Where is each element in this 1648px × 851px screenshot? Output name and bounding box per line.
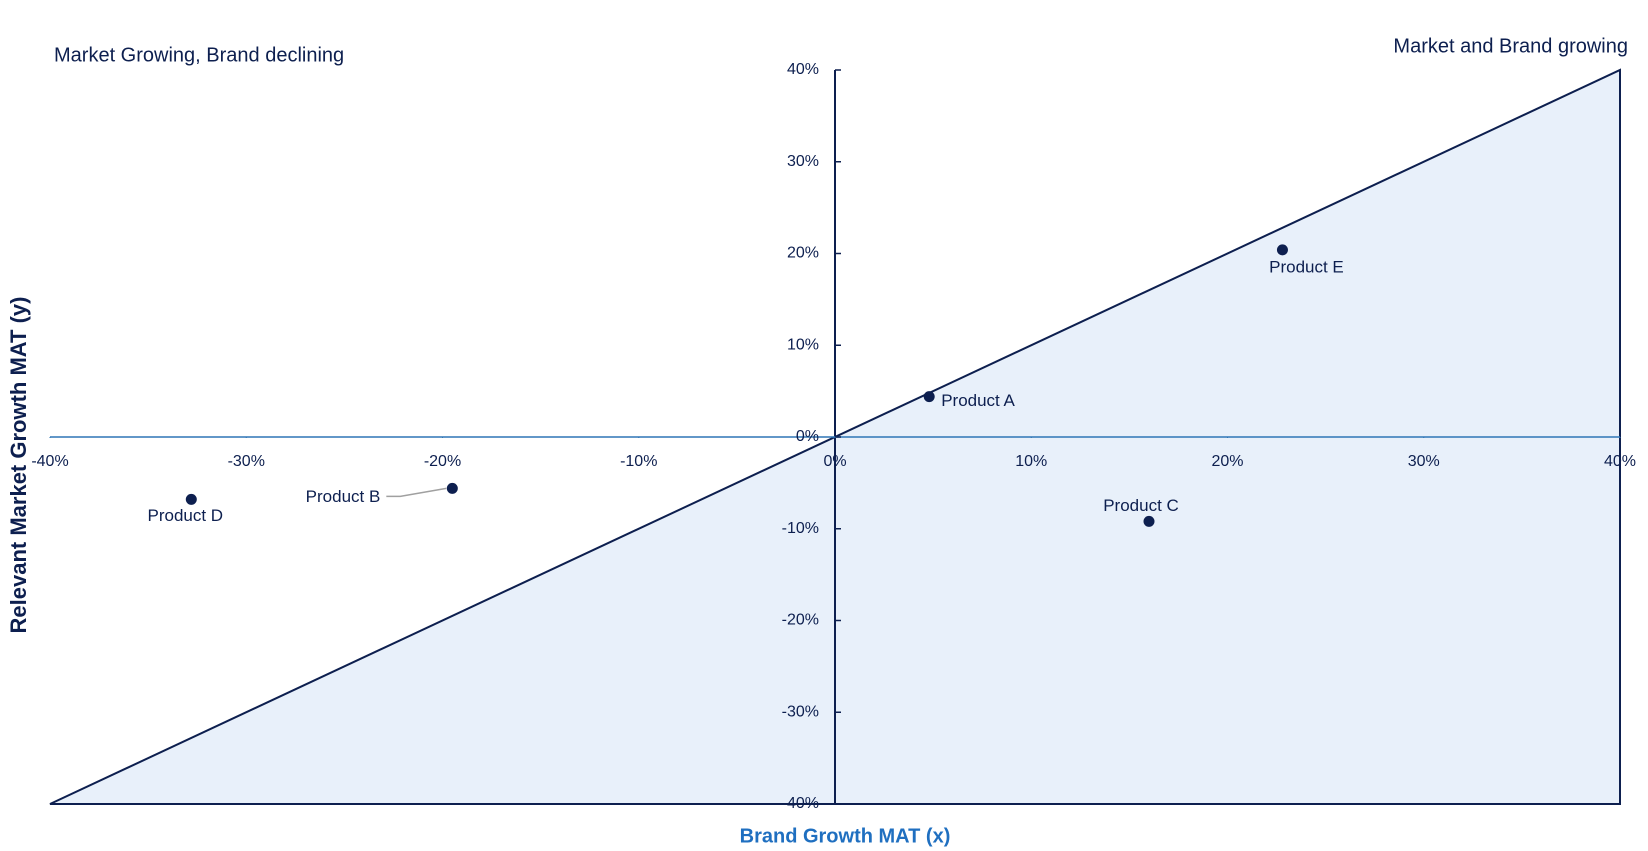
point-label: Product C <box>1103 496 1179 515</box>
x-tick-label: -10% <box>620 453 657 470</box>
y-tick-label: -20% <box>782 612 819 629</box>
point <box>923 391 935 403</box>
y-tick-label: 20% <box>787 245 819 262</box>
y-tick-label: 0% <box>796 428 819 445</box>
x-tick-label: -40% <box>31 453 68 470</box>
x-tick-label: 0% <box>823 453 846 470</box>
y-tick-label: -30% <box>782 703 819 720</box>
x-axis-label: Brand Growth MAT (x) <box>740 825 951 847</box>
point <box>1276 244 1288 256</box>
x-tick-label: 30% <box>1408 453 1440 470</box>
annotation: Market Growing, Brand declining <box>54 44 344 66</box>
point-label: Product A <box>941 391 1015 410</box>
point-label: Product D <box>148 506 224 525</box>
y-tick-label: 10% <box>787 336 819 353</box>
x-tick-label: 10% <box>1015 453 1047 470</box>
x-tick-label: 20% <box>1211 453 1243 470</box>
point <box>1143 515 1155 527</box>
annotation: Market and Brand growing <box>1393 35 1628 57</box>
point-label: Product B <box>306 487 381 506</box>
y-tick-label: -10% <box>782 520 819 537</box>
x-tick-label: 40% <box>1604 453 1636 470</box>
x-tick-label: -30% <box>228 453 265 470</box>
y-tick-label: 30% <box>787 153 819 170</box>
y-tick-label: -40% <box>782 795 819 812</box>
point <box>185 493 197 505</box>
x-tick-label: -20% <box>424 453 461 470</box>
leader-line <box>386 487 447 498</box>
point <box>446 482 458 494</box>
point-label: Product E <box>1269 257 1344 276</box>
y-tick-label: 40% <box>787 61 819 78</box>
y-axis-label: Relevant Market Growth MAT (y) <box>6 297 31 634</box>
